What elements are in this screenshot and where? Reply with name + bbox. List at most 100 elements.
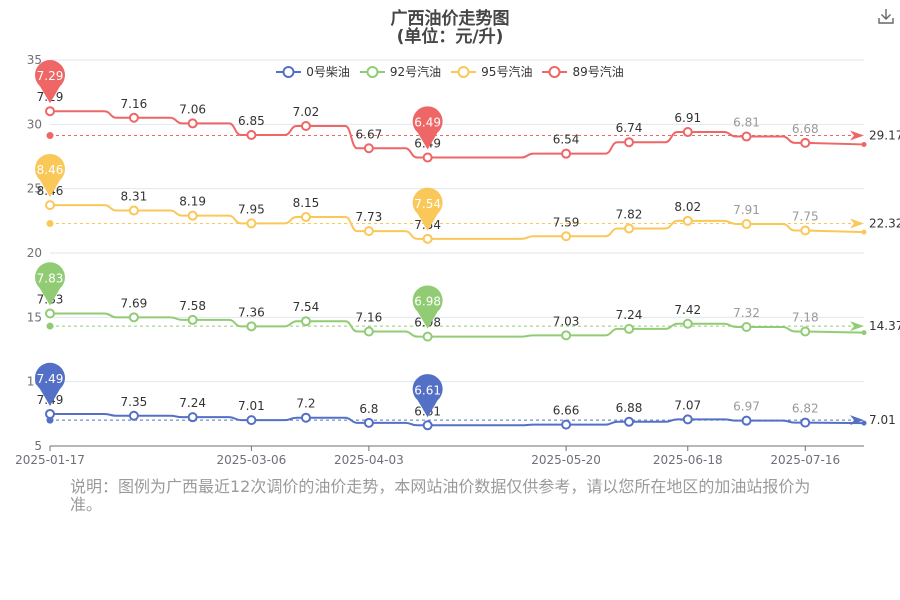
data-point (741, 219, 752, 230)
pin-shape (412, 285, 443, 329)
chart-legend: 0号柴油 92号汽油 95号汽油 89号汽油 (0, 63, 900, 82)
download-icon[interactable] (876, 6, 896, 26)
data-label: 8.15 (293, 196, 320, 210)
data-point (422, 233, 433, 244)
x-tick-label: 2025-01-17 (15, 453, 85, 467)
data-label: 6.54 (553, 133, 580, 147)
data-point (800, 326, 811, 337)
legend-item-2[interactable]: 95号汽油 (451, 63, 532, 80)
series-line (50, 312, 865, 338)
legend-label: 95号汽油 (481, 65, 533, 79)
series-end-point (861, 229, 867, 235)
legend-item-0[interactable]: 0号柴油 (276, 63, 350, 80)
series-end-point (861, 141, 867, 147)
series-0号柴油: 7.01 7.49 7.35 7.24 7.01 7.2 6.8 6.61 6.66 6.88 7.… (35, 362, 896, 431)
legend-marker-icon (359, 65, 385, 78)
data-label: 6.85 (238, 114, 265, 128)
min-pin: 6.61 (412, 374, 443, 418)
series-95号汽油: 22.32 8.46 8.31 8.19 7.95 8.15 7.73 7.54 7.59 7.8… (35, 153, 900, 244)
data-point (300, 211, 311, 222)
data-point (741, 131, 752, 142)
pin-shape (35, 362, 65, 406)
data-label: 7.36 (238, 305, 265, 319)
data-label: 7.75 (792, 209, 819, 223)
data-point (561, 419, 572, 430)
data-label: 7.24 (179, 396, 206, 410)
data-label: 7.32 (733, 306, 760, 320)
data-label: 7.35 (121, 395, 148, 409)
data-point (45, 106, 55, 117)
x-tick-label: 2025-04-03 (334, 453, 404, 467)
data-point (800, 137, 811, 148)
data-point (561, 330, 572, 341)
data-label: 7.07 (674, 398, 701, 412)
data-point (422, 331, 433, 342)
average-line-arrow (850, 130, 864, 141)
data-label: 6.67 (356, 127, 383, 141)
series-line (50, 204, 865, 240)
data-point (800, 417, 811, 428)
data-point (682, 127, 693, 138)
y-tick-label: 20 (27, 246, 42, 260)
average-line-arrow (850, 218, 864, 229)
pin-label: 8.46 (37, 163, 64, 177)
data-label: 6.66 (553, 404, 580, 418)
data-point (300, 412, 311, 423)
data-point (187, 210, 198, 221)
data-label: 6.8 (359, 402, 378, 416)
data-label: 8.31 (121, 190, 148, 204)
y-tick-label: 5 (34, 439, 42, 453)
y-tick-label: 25 (27, 182, 42, 196)
series-line (50, 110, 865, 159)
data-point (363, 143, 374, 154)
data-label: 7.95 (238, 202, 265, 216)
data-point (422, 420, 433, 431)
pin-shape (35, 262, 65, 306)
data-point (363, 326, 374, 337)
data-point (45, 308, 55, 319)
legend-item-3[interactable]: 89号汽油 (542, 63, 624, 80)
x-tick-label: 2025-06-18 (653, 453, 723, 467)
max-pin: 8.46 (35, 153, 65, 198)
data-label: 6.68 (792, 122, 819, 136)
series-92号汽油: 14.37 7.83 7.69 7.58 7.36 7.54 7.16 6.98 7.03 7.2… (35, 262, 900, 342)
data-point (624, 323, 635, 334)
data-point (741, 321, 752, 332)
data-label: 8.02 (674, 200, 701, 214)
pin-label: 7.83 (37, 271, 64, 285)
data-label: 7.02 (293, 105, 320, 119)
pin-shape (412, 187, 443, 231)
x-tick-label: 2025-05-20 (531, 453, 601, 467)
data-label: 7.42 (674, 303, 701, 317)
min-pin: 7.54 (412, 187, 443, 231)
data-point (45, 200, 55, 211)
legend-item-1[interactable]: 92号汽油 (359, 63, 442, 80)
y-tick-label: 15 (27, 310, 42, 324)
max-pin: 7.83 (35, 262, 65, 306)
chart-container: 5 10 15 20 25 30 35 2025-01-17 2025-03-06 2025-04… (15, 53, 900, 467)
data-point (246, 415, 257, 426)
pin-label: 6.98 (414, 295, 441, 309)
data-point (187, 118, 198, 129)
pin-label: 7.54 (414, 197, 441, 211)
data-point (741, 415, 752, 426)
data-label: 6.91 (674, 111, 701, 125)
legend-label: 89号汽油 (572, 65, 624, 79)
max-pin: 7.49 (35, 362, 65, 406)
y-tick-label: 35 (27, 53, 42, 67)
legend-label: 92号汽油 (389, 65, 442, 79)
legend-marker-icon (542, 65, 568, 78)
data-label: 7.06 (179, 102, 206, 116)
pin-shape (412, 374, 443, 418)
average-line-start (46, 132, 54, 140)
series-89号汽油: 29.17 7.29 7.16 7.06 6.85 7.02 6.67 6.49 6.54 6.7… (35, 60, 900, 163)
footnote: 说明：图例为广西最近12次调价的油价走势，本网站油价数据仅供参考，请以您所在地区… (70, 477, 811, 514)
data-point (682, 215, 693, 226)
pin-shape (35, 153, 65, 198)
max-pin: 7.29 (35, 60, 65, 104)
data-label: 6.74 (616, 121, 643, 135)
data-point (624, 137, 635, 148)
pin-shape (412, 106, 443, 150)
data-point (45, 408, 55, 419)
